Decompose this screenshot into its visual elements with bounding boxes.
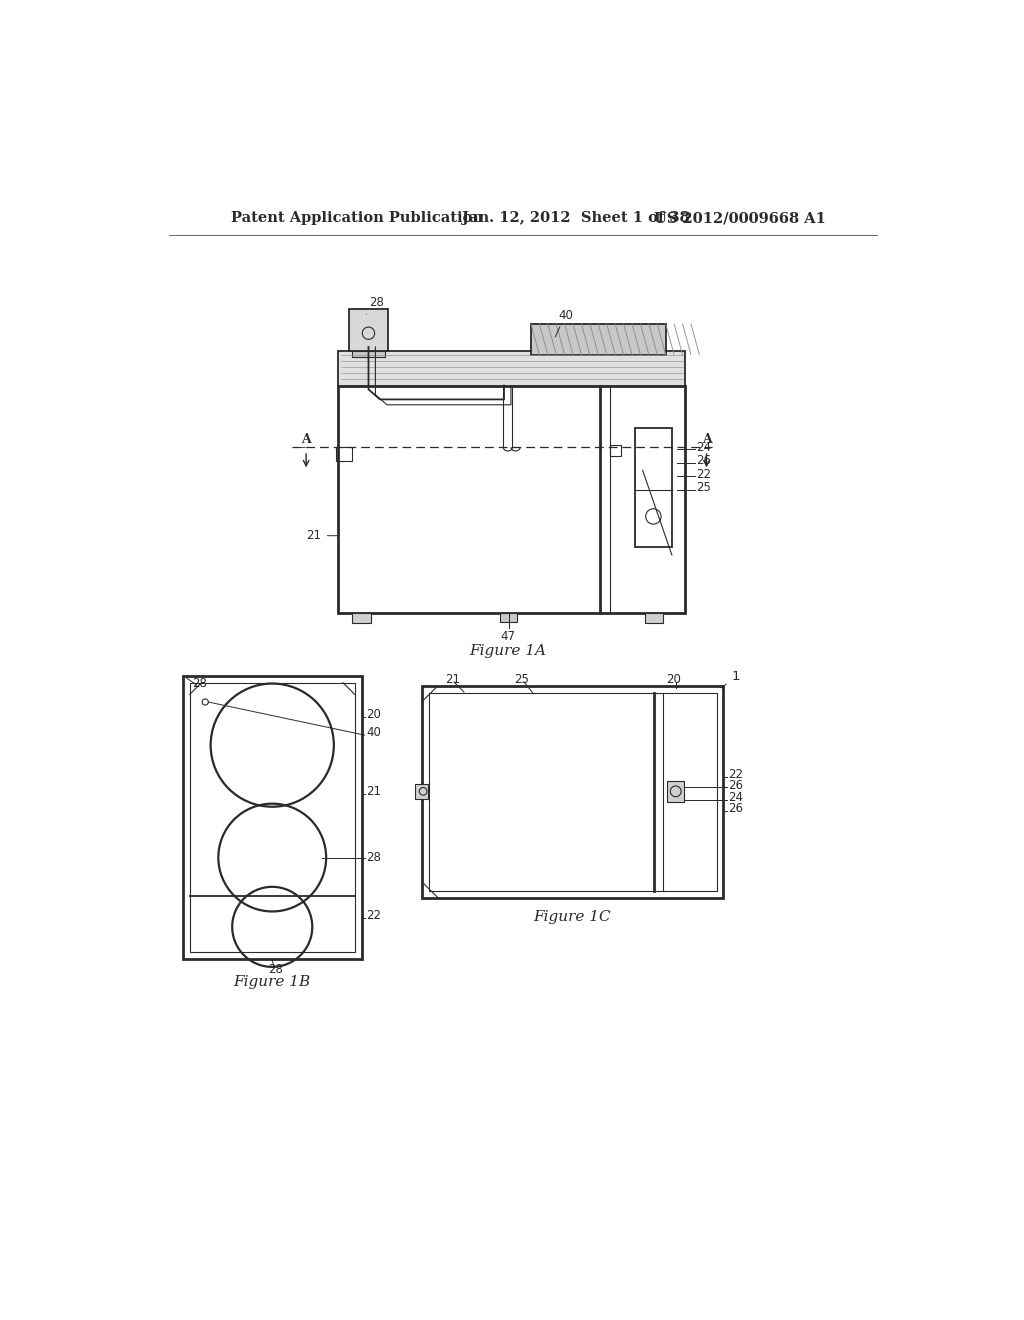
Bar	[531, 323, 666, 355]
Text: A: A	[301, 433, 311, 446]
Text: 26: 26	[728, 801, 743, 814]
Bar	[189, 682, 354, 952]
Text: 47: 47	[501, 631, 515, 643]
Text: 24: 24	[696, 441, 712, 454]
Text: 28: 28	[367, 296, 384, 314]
Bar	[351, 351, 385, 358]
Bar	[183, 676, 361, 960]
Text: 40: 40	[367, 726, 381, 739]
Text: Jan. 12, 2012  Sheet 1 of 38: Jan. 12, 2012 Sheet 1 of 38	[462, 211, 689, 226]
Text: 1: 1	[722, 669, 739, 688]
Text: A: A	[701, 433, 712, 446]
Text: Patent Application Publication: Patent Application Publication	[230, 211, 482, 226]
Text: Figure 1C: Figure 1C	[534, 909, 611, 924]
Text: 28: 28	[268, 964, 284, 977]
Text: 20: 20	[367, 708, 381, 721]
Text: 22: 22	[367, 908, 381, 921]
Text: 24: 24	[728, 791, 743, 804]
Bar	[645, 612, 664, 623]
Bar	[635, 428, 672, 548]
Text: Figure 1B: Figure 1B	[232, 975, 310, 989]
Bar	[352, 612, 371, 623]
Bar	[668, 780, 684, 803]
Text: 22: 22	[728, 768, 743, 781]
Bar	[500, 612, 517, 622]
Text: 26: 26	[696, 454, 712, 467]
Text: 21: 21	[444, 673, 460, 686]
Text: 40: 40	[555, 309, 572, 337]
Text: 28: 28	[367, 851, 381, 865]
Text: 22: 22	[696, 467, 712, 480]
Text: 21: 21	[367, 785, 381, 797]
Text: 25: 25	[514, 673, 528, 686]
Bar	[339, 351, 685, 385]
Text: US 2012/0009668 A1: US 2012/0009668 A1	[654, 211, 826, 226]
Bar	[339, 385, 685, 612]
Bar	[609, 445, 621, 457]
Bar	[416, 784, 428, 799]
Bar	[422, 686, 724, 898]
Text: 20: 20	[666, 673, 681, 686]
Text: Figure 1A: Figure 1A	[469, 644, 547, 659]
Text: —: —	[295, 442, 306, 453]
Bar	[429, 693, 717, 891]
Text: 28: 28	[193, 677, 207, 690]
Text: 21: 21	[306, 529, 322, 543]
Text: 25: 25	[696, 482, 712, 495]
Text: 26: 26	[728, 779, 743, 792]
Bar	[349, 309, 388, 351]
Bar	[336, 447, 351, 461]
